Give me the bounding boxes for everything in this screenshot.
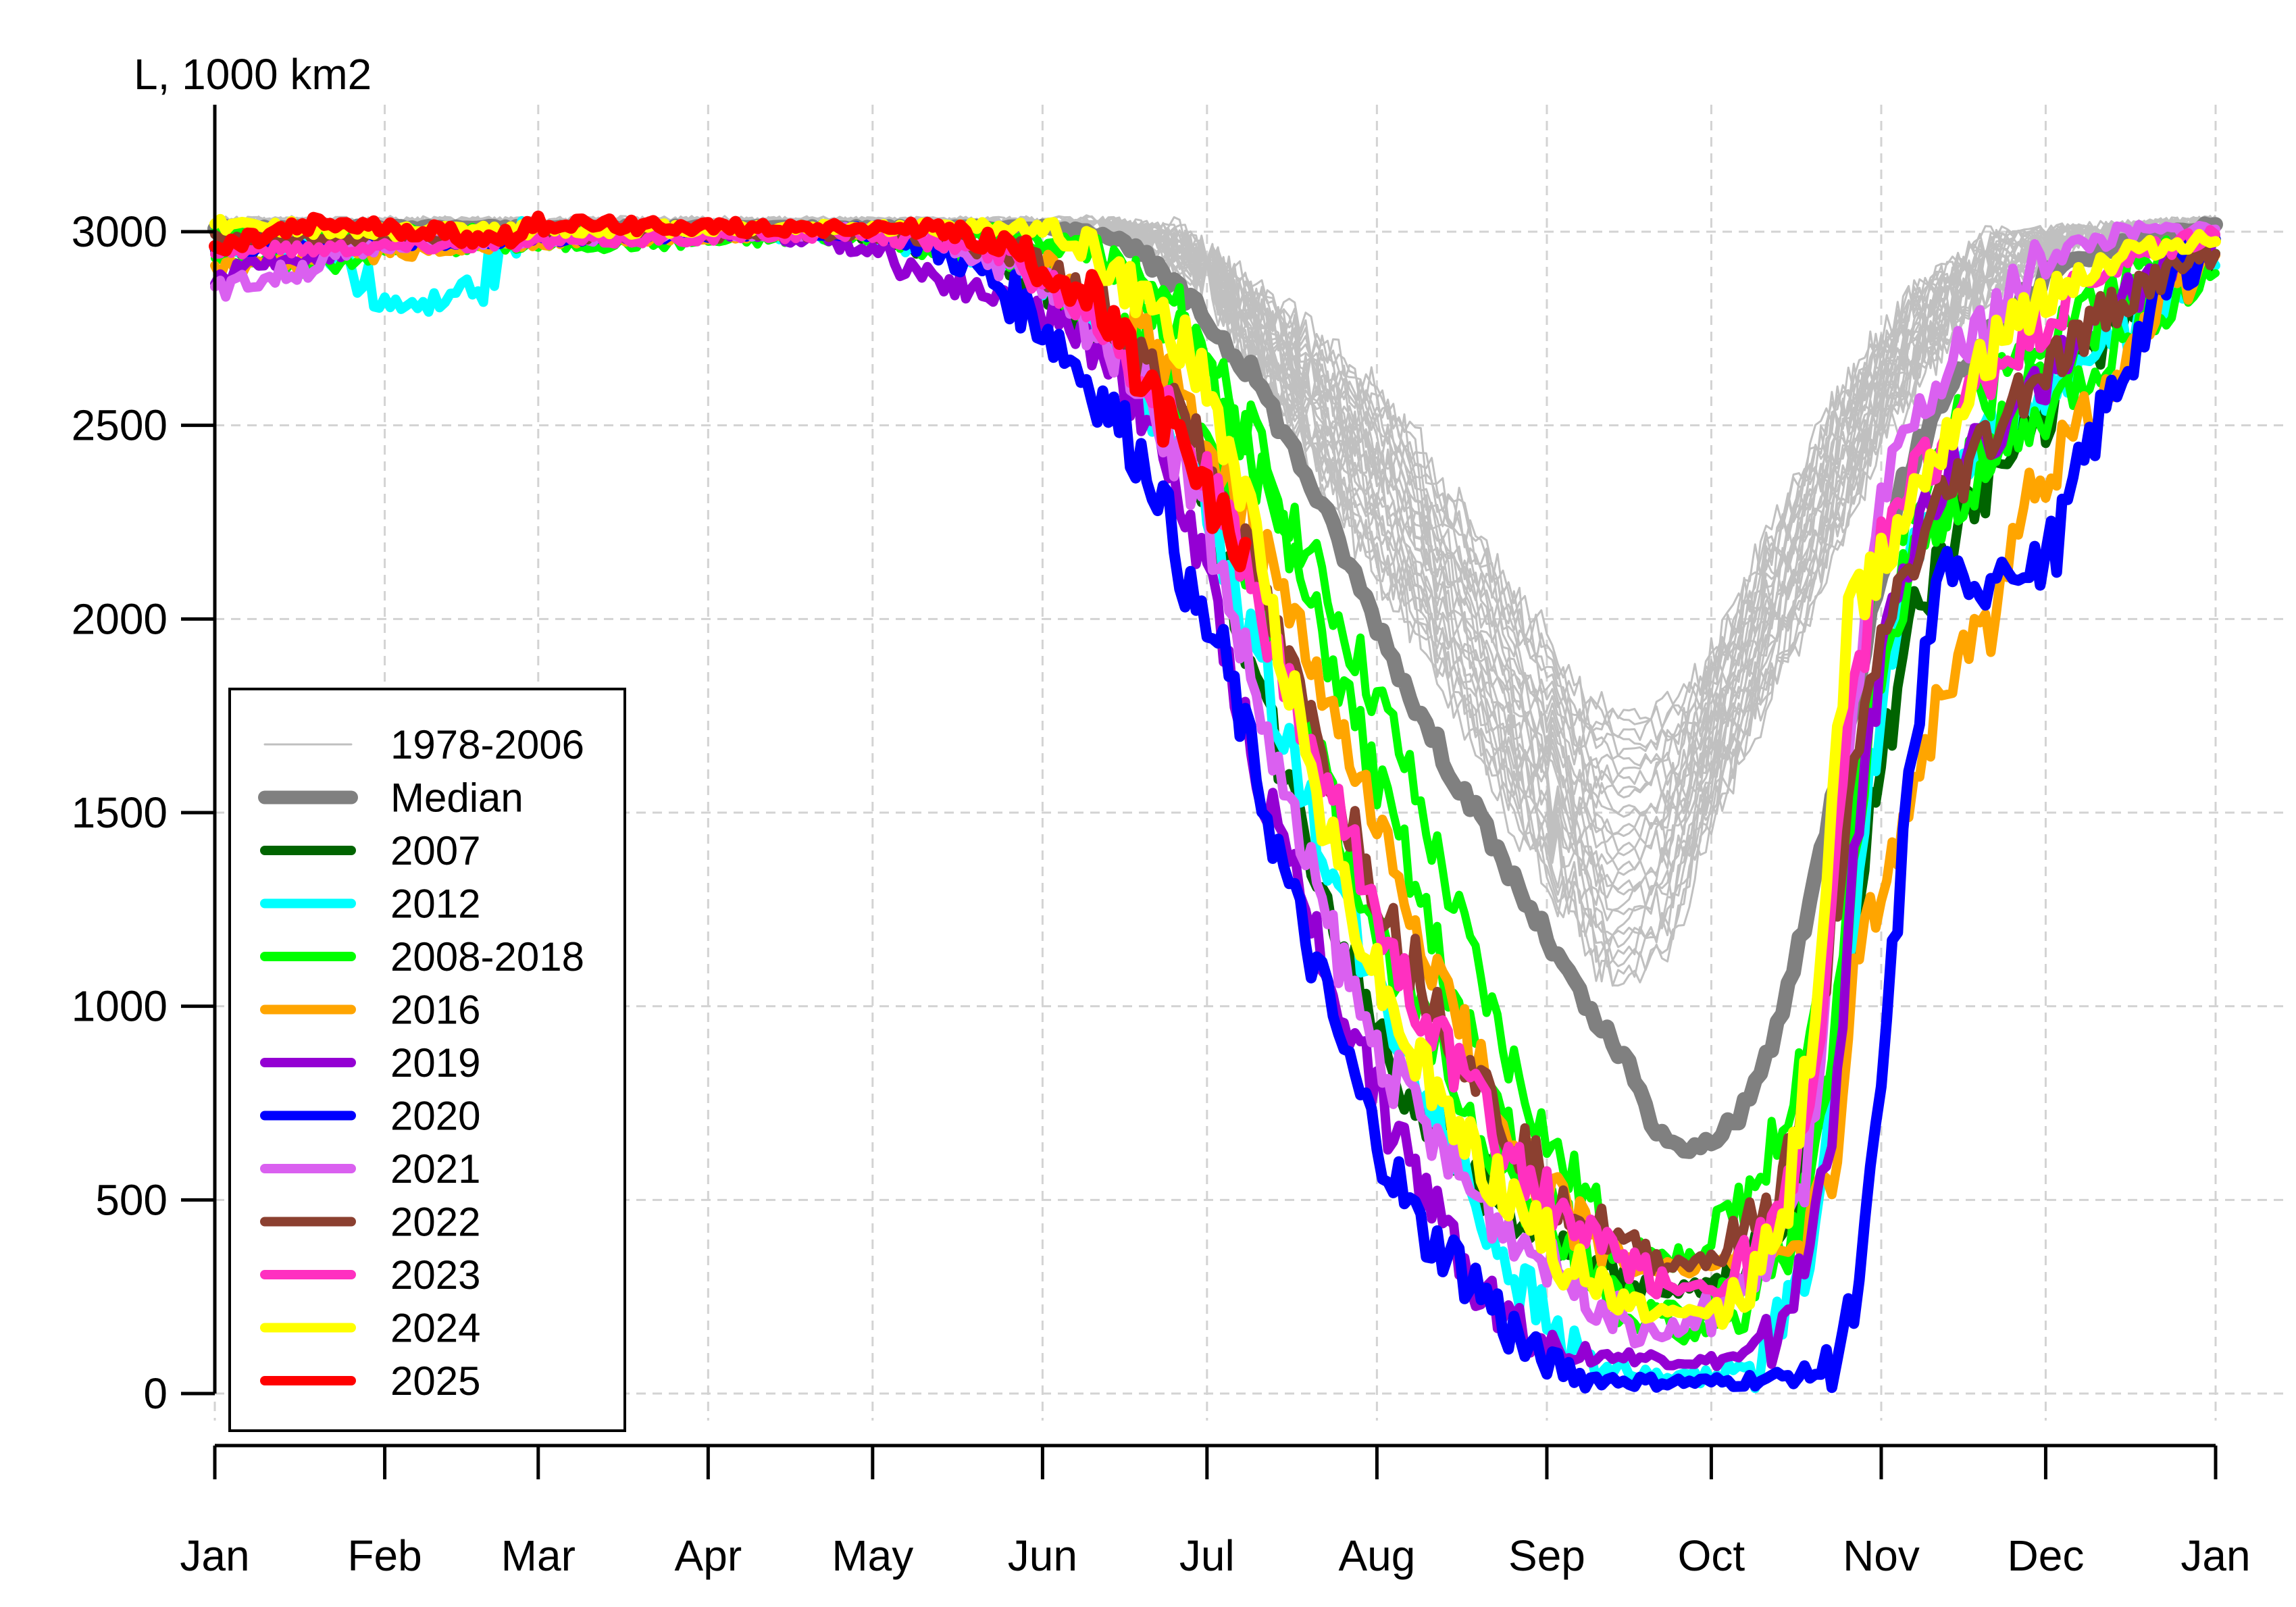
- y-axis-label: L, 1000 km2: [134, 50, 372, 99]
- legend-label: 2024: [390, 1306, 480, 1351]
- x-tick-label: Sep: [1508, 1531, 1585, 1580]
- y-tick-label: 2000: [72, 594, 168, 643]
- legend-label: 2016: [390, 988, 480, 1033]
- series-lines: [207, 210, 2223, 1394]
- axes: 0 500 1000 1500 2000 2500 3000 Jan Feb Mar Apr May J…: [72, 105, 2251, 1580]
- x-tick-label: Apr: [675, 1531, 742, 1580]
- x-tick-label: Aug: [1338, 1531, 1415, 1580]
- legend-label: Median: [390, 775, 524, 821]
- x-tick-label: Feb: [347, 1531, 422, 1580]
- x-tick-label: Oct: [1678, 1531, 1745, 1580]
- y-tick-label: 0: [143, 1369, 168, 1418]
- legend-label: 2019: [390, 1040, 480, 1086]
- x-tick-label: May: [832, 1531, 913, 1580]
- series-line-2025: [209, 210, 1252, 573]
- legend-label: 2023: [390, 1252, 480, 1298]
- x-tick-label: Nov: [1843, 1531, 1920, 1580]
- legend-label: 2008-2018: [390, 934, 584, 979]
- legend-label: 2020: [390, 1094, 480, 1139]
- x-tick-label: Jan: [2180, 1531, 2250, 1580]
- legend-label: 2025: [390, 1358, 480, 1404]
- y-tick-label: 500: [95, 1175, 168, 1224]
- x-tick-label: Jan: [180, 1531, 249, 1580]
- legend-label: 1978-2006: [390, 722, 584, 767]
- legend-label: 2022: [390, 1200, 480, 1245]
- legend-label: 2007: [390, 828, 480, 873]
- x-tick-label: Jun: [1008, 1531, 1077, 1580]
- y-tick-label: 1500: [72, 788, 168, 837]
- x-tick-label: Jul: [1179, 1531, 1235, 1580]
- legend-label: 2021: [390, 1146, 480, 1192]
- legend-label: 2012: [390, 882, 480, 927]
- x-tick-label: Dec: [2008, 1531, 2085, 1580]
- y-tick-label: 3000: [72, 207, 168, 256]
- x-tick-label: Mar: [501, 1531, 576, 1580]
- y-tick-label: 1000: [72, 982, 168, 1031]
- y-tick-label: 2500: [72, 401, 168, 450]
- legend: 1978-2006 Median 2007 2012 2008-2018 2016 2019…: [228, 688, 626, 1432]
